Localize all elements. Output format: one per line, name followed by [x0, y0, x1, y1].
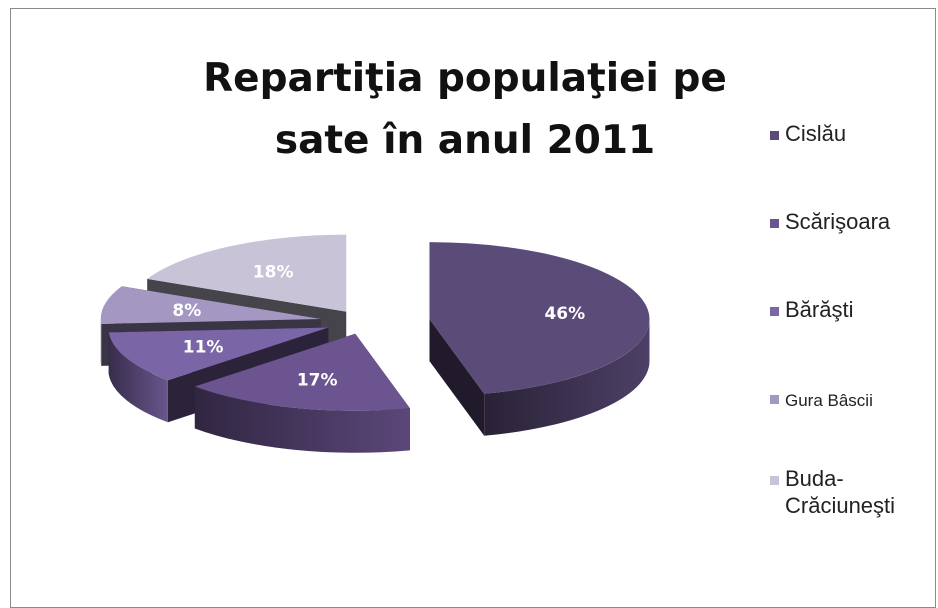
legend-label: Cislău [785, 120, 846, 147]
data-label: 8% [172, 301, 201, 321]
legend-item-gura-bascii: Gura Bâscii [770, 384, 935, 414]
legend-marker [770, 219, 779, 228]
legend-label: Buda-Crăciuneşti [785, 465, 935, 519]
pie-slice [429, 242, 649, 436]
data-label: 11% [183, 338, 224, 358]
legend-marker [770, 307, 779, 316]
legend-marker [770, 476, 779, 485]
legend-marker [770, 131, 779, 140]
legend-marker [770, 395, 779, 404]
data-label: 18% [253, 262, 294, 282]
legend-item-cislau: Cislău [770, 120, 935, 147]
data-label: 17% [297, 371, 338, 391]
data-label: 46% [544, 304, 585, 324]
legend-label: Bărăşti [785, 296, 853, 323]
legend-item-buda-craciunesti: Buda-Crăciuneşti [770, 465, 935, 519]
legend-item-scarisoara: Scărişoara [770, 208, 935, 235]
legend-label: Gura Bâscii [785, 387, 873, 414]
legend-label: Scărişoara [785, 208, 890, 235]
legend-item-barasti: Bărăşti [770, 296, 935, 323]
